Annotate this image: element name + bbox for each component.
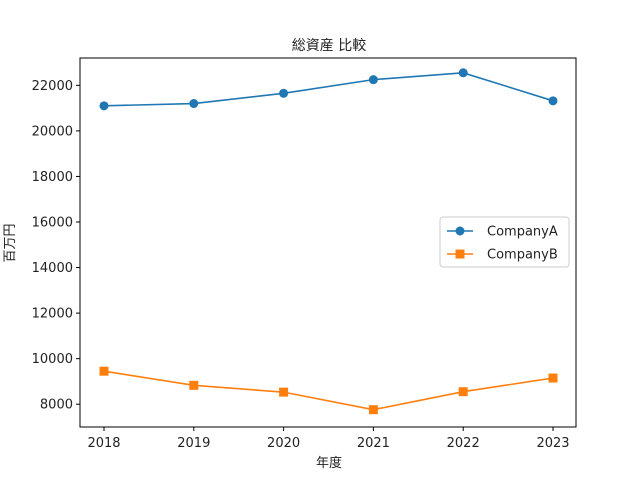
x-tick-label: 2019 — [177, 436, 210, 451]
y-tick-label: 10000 — [32, 352, 73, 367]
legend: CompanyA CompanyB — [439, 216, 570, 268]
x-axis: 2018 2019 2020 2021 2022 2023 — [87, 427, 570, 451]
y-tick-label: 22000 — [32, 79, 73, 94]
y-tick-label: 16000 — [32, 216, 73, 231]
series-line — [103, 370, 554, 411]
x-tick-label: 2018 — [87, 436, 120, 451]
legend-label: CompanyB — [487, 248, 558, 263]
legend-marker — [455, 226, 465, 236]
y-tick-label: 12000 — [32, 307, 73, 322]
legend-marker — [455, 249, 465, 259]
x-tick-label: 2020 — [267, 436, 300, 451]
data-point — [458, 68, 468, 78]
x-tick-label: 2022 — [447, 436, 480, 451]
data-point — [189, 99, 199, 109]
data-point — [368, 405, 378, 415]
chart-title: 総資産 比較 — [292, 38, 366, 54]
data-point — [548, 96, 558, 106]
series-layer — [99, 68, 558, 415]
data-point — [368, 75, 378, 85]
x-tick-label: 2021 — [357, 436, 390, 451]
legend-label: CompanyA — [487, 225, 558, 240]
series-line — [103, 71, 554, 107]
data-point — [99, 366, 109, 376]
data-point — [189, 380, 199, 390]
y-tick-label: 18000 — [32, 170, 73, 185]
x-axis-label: 年度 — [316, 455, 342, 471]
data-point — [99, 101, 109, 111]
data-point — [279, 387, 289, 397]
data-point — [548, 373, 558, 383]
y-axis: 8000 10000 12000 14000 16000 18000 20000 22000 — [32, 79, 80, 413]
data-point — [458, 387, 468, 397]
x-tick-label: 2023 — [536, 436, 569, 451]
plot-area — [79, 57, 577, 428]
data-point — [279, 88, 289, 98]
y-tick-label: 8000 — [40, 398, 73, 413]
y-axis-label: 百万円 — [3, 223, 18, 262]
y-tick-label: 14000 — [32, 261, 73, 276]
y-tick-label: 20000 — [32, 124, 73, 139]
